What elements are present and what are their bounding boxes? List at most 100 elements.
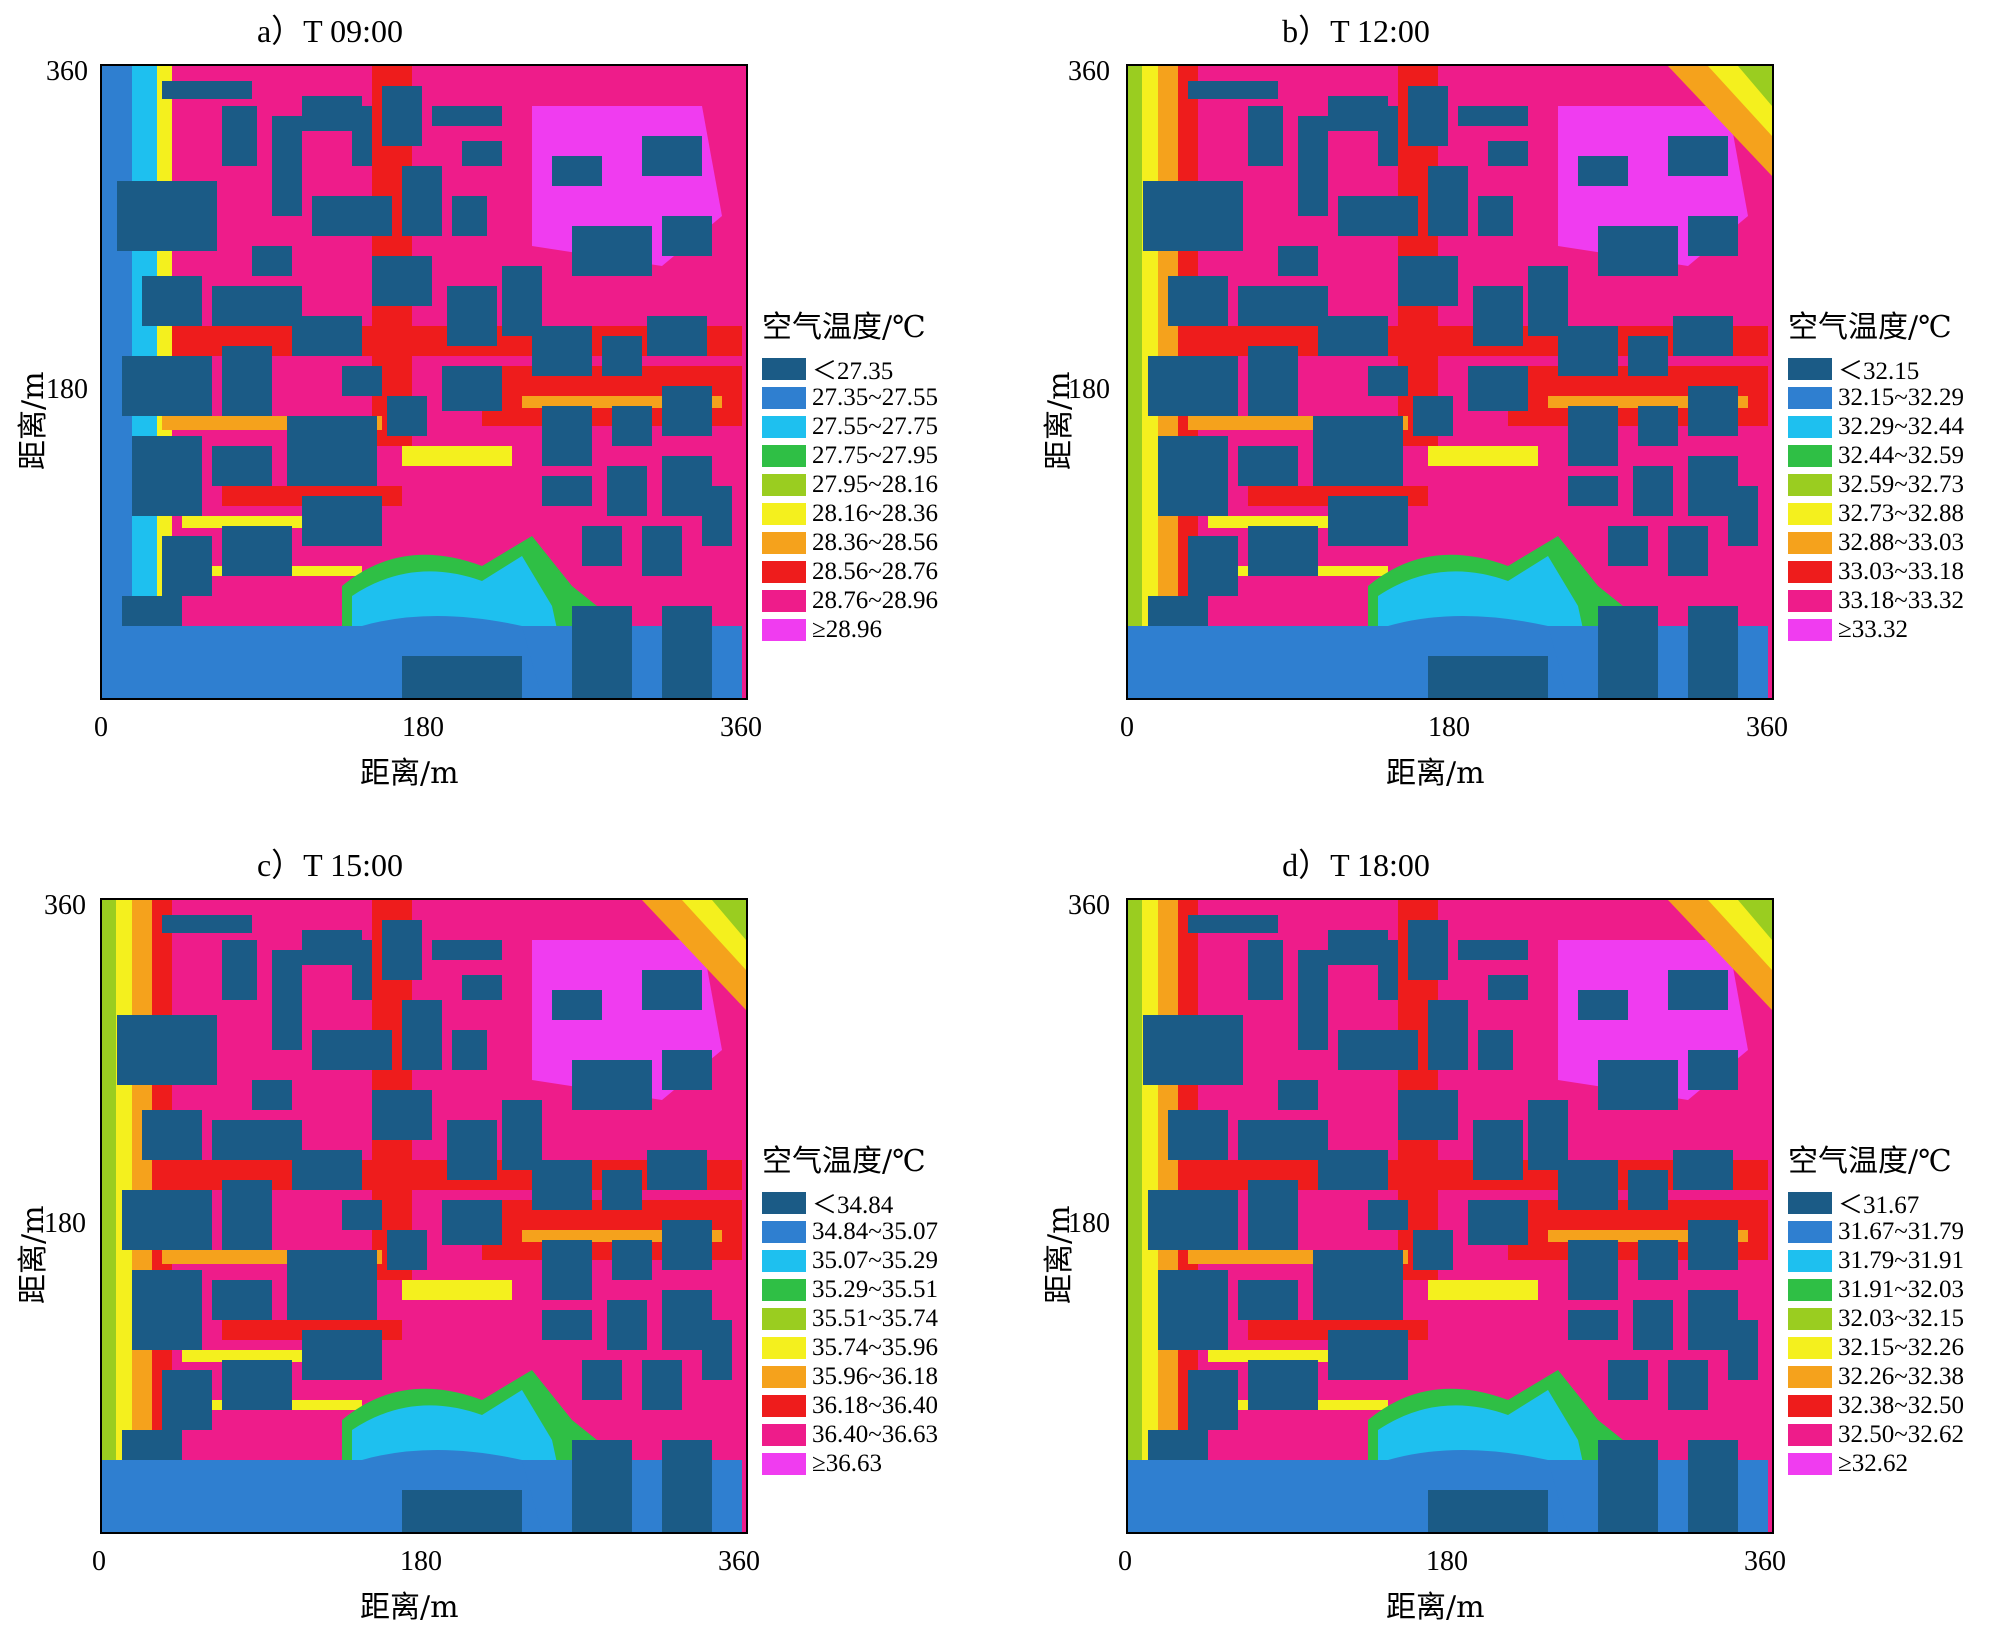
- legend-swatch: [1788, 618, 1832, 641]
- heatmap-cell: [452, 1030, 487, 1070]
- legend-item: 32.15~32.26: [1788, 1333, 1964, 1362]
- legend-item: ≥33.32: [1788, 615, 1964, 644]
- heatmap-area: [100, 898, 748, 1534]
- heatmap-cell: [1248, 346, 1298, 416]
- heatmap-cell: [1598, 1440, 1658, 1532]
- heatmap-cell: [1558, 1160, 1618, 1210]
- heatmap-cell: [1473, 286, 1523, 346]
- heatmap-cell: [402, 446, 512, 466]
- heatmap-cell: [1568, 406, 1618, 466]
- legend-item: 31.67~31.79: [1788, 1217, 1964, 1246]
- legend-items: ＜32.15 32.15~32.29 32.29~32.44 32.44~32.59 3…: [1788, 354, 1964, 644]
- legend-swatch: [762, 1278, 806, 1301]
- heatmap-cell: [1148, 1190, 1238, 1250]
- legend-item: 28.36~28.56: [762, 528, 938, 557]
- y-tick-360: 360: [44, 890, 86, 921]
- legend-swatch: [762, 1307, 806, 1330]
- legend-item: 32.15~32.29: [1788, 383, 1964, 412]
- legend-item: ＜32.15: [1788, 354, 1964, 385]
- heatmap-cell: [1238, 1120, 1328, 1160]
- y-tick-180: 180: [1068, 374, 1110, 405]
- heatmap-cell: [1338, 196, 1418, 236]
- heatmap-cell: [607, 1300, 647, 1350]
- heatmap-cell: [222, 106, 257, 166]
- heatmap-cell: [402, 656, 522, 698]
- heatmap-cell: [1378, 106, 1398, 166]
- heatmap-region: [1738, 900, 1772, 940]
- legend-swatch: [1788, 1394, 1832, 1417]
- heatmap-cell: [572, 226, 652, 276]
- heatmap-cell: [1428, 166, 1468, 236]
- heatmap-cell: [402, 1000, 442, 1070]
- heatmap-cell: [607, 466, 647, 516]
- heatmap-cell: [162, 81, 252, 99]
- legend-label: 28.56~28.76: [812, 557, 939, 585]
- legend-item: 33.03~33.18: [1788, 557, 1964, 586]
- x-tick-360: 360: [1744, 1546, 1786, 1577]
- heatmap-region: [1738, 66, 1772, 106]
- legend: 空气温度/℃ ＜31.67 31.67~31.79 31.79~31.91 31.91…: [1788, 1136, 1964, 1478]
- heatmap-cell: [1278, 1080, 1318, 1110]
- heatmap-cell: [542, 476, 592, 506]
- heatmap-cell: [222, 1180, 272, 1250]
- heatmap-cell: [542, 1240, 592, 1300]
- legend-label: 27.95~28.16: [812, 470, 939, 498]
- heatmap-cell: [272, 950, 302, 1050]
- heatmap-cell: [1528, 1100, 1568, 1170]
- legend-swatch: [762, 1220, 806, 1243]
- legend-swatch: [762, 473, 806, 496]
- heatmap-cell: [1488, 141, 1528, 166]
- heatmap-cell: [1248, 1180, 1298, 1250]
- heatmap-cell: [1148, 356, 1238, 416]
- legend-swatch: [1788, 1452, 1832, 1475]
- legend-item: ≥28.96: [762, 615, 938, 644]
- heatmap-cell: [162, 536, 212, 596]
- heatmap-svg: [102, 900, 746, 1532]
- heatmap-svg: [102, 66, 746, 698]
- heatmap-cell: [252, 246, 292, 276]
- legend-swatch: [1788, 1423, 1832, 1446]
- heatmap-cell: [302, 496, 382, 546]
- legend-item: 34.84~35.07: [762, 1217, 938, 1246]
- heatmap-cell: [1328, 1330, 1408, 1380]
- heatmap-cell: [702, 486, 732, 546]
- legend-swatch: [1788, 1191, 1832, 1214]
- heatmap-cell: [552, 156, 602, 186]
- legend-swatch: [762, 531, 806, 554]
- legend-item: 31.79~31.91: [1788, 1246, 1964, 1275]
- heatmap-cell: [432, 940, 502, 960]
- legend-label: ＜27.35: [812, 357, 894, 385]
- heatmap-cell: [1428, 1280, 1538, 1300]
- heatmap-cell: [1633, 1300, 1673, 1350]
- heatmap-cell: [1158, 1270, 1228, 1350]
- heatmap-cell: [1728, 486, 1758, 546]
- heatmap-cell: [1668, 1360, 1708, 1410]
- heatmap-cell: [1473, 1120, 1523, 1180]
- legend-item: 27.75~27.95: [762, 441, 938, 470]
- heatmap-cell: [1578, 990, 1628, 1020]
- heatmap-cell: [212, 1280, 272, 1320]
- heatmap-cell: [612, 1240, 652, 1280]
- heatmap-cell: [1413, 1230, 1453, 1270]
- legend-label: 31.67~31.79: [1838, 1217, 1965, 1245]
- legend-label: 28.16~28.36: [812, 499, 939, 527]
- panel-d: d）T 18:00 360 180 0 180 360 距离/m 距离/m 空气…: [1026, 834, 2013, 1644]
- heatmap-cell: [222, 346, 272, 416]
- legend-label: 32.15~32.26: [1838, 1333, 1965, 1361]
- heatmap-cell: [1408, 86, 1448, 146]
- legend-swatch: [762, 1191, 806, 1214]
- legend-item: 32.26~32.38: [1788, 1362, 1964, 1391]
- heatmap-region: [712, 900, 746, 940]
- heatmap-cell: [1143, 1015, 1243, 1085]
- y-axis-label: 距离/m: [1042, 371, 1077, 470]
- heatmap-cell: [117, 1015, 217, 1085]
- legend-swatch: [1788, 1307, 1832, 1330]
- y-tick-360: 360: [46, 56, 88, 87]
- heatmap-cell: [1598, 1060, 1678, 1110]
- legend-swatch: [762, 589, 806, 612]
- heatmap-cell: [1668, 970, 1728, 1010]
- heatmap-cell: [1688, 1440, 1738, 1532]
- x-tick-180: 180: [400, 1546, 442, 1577]
- heatmap-cell: [402, 1490, 522, 1532]
- legend-label: 33.03~33.18: [1838, 557, 1965, 585]
